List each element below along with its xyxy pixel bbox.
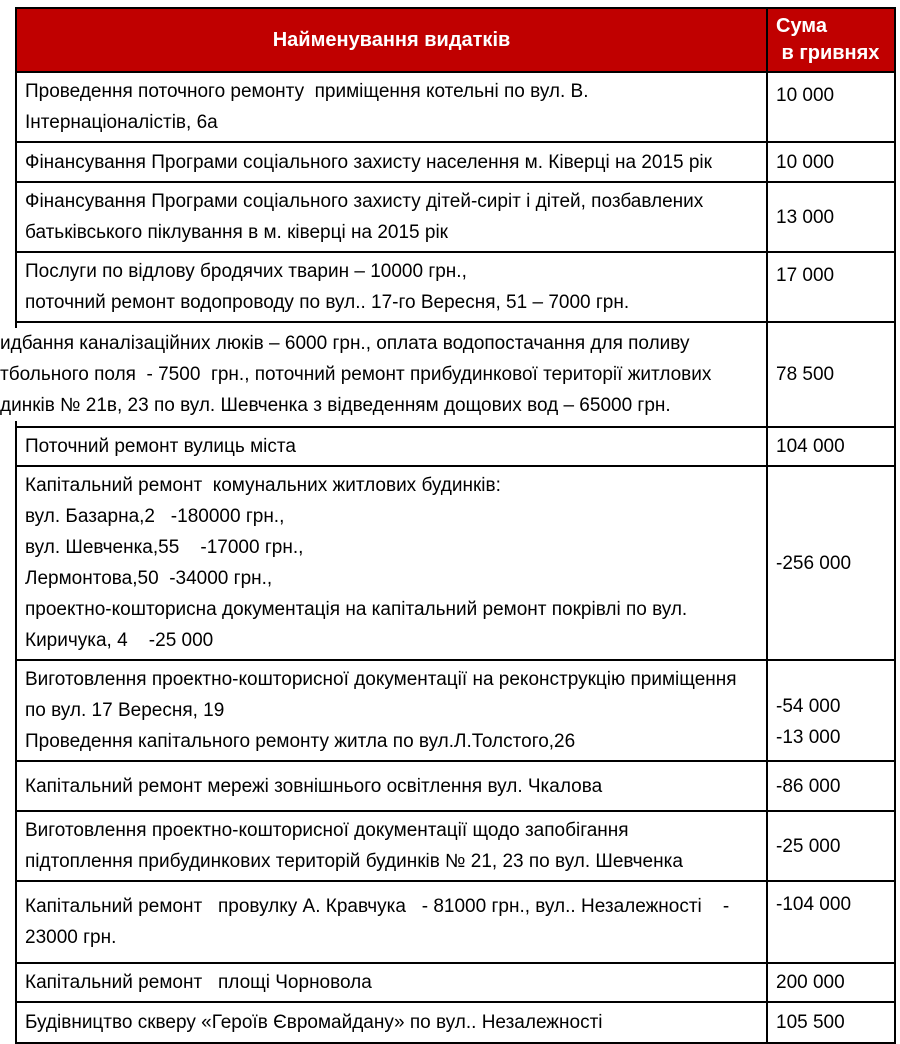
- amount-value: 104 000: [776, 436, 845, 457]
- amount-cell: 105 500: [766, 1001, 896, 1044]
- expenditure-name-cell: идбання каналізаційних люків – 6000 грн.…: [0, 321, 768, 428]
- header-row: Найменування видатків Сума в гривнях: [15, 7, 896, 73]
- table-row: Виготовлення проектно-кошторисної докуме…: [15, 810, 896, 882]
- expenditure-name-cell: Капітальний ремонт мережі зовнішнього ос…: [15, 760, 768, 812]
- expenditure-name: Капітальний ремонт провулку А. Кравчука …: [25, 896, 730, 948]
- amount-cell: -256 000: [766, 465, 896, 661]
- table-body: Проведення поточного ремонту приміщення …: [0, 71, 896, 1044]
- table-row: Виготовлення проектно-кошторисної докуме…: [15, 659, 896, 762]
- amount-cell: -25 000: [766, 810, 896, 882]
- expenditure-name: Поточний ремонт вулиць міста: [25, 436, 296, 457]
- expenditure-name-cell: Послуги по відлову бродячих тварин – 100…: [15, 251, 768, 323]
- amount-value: 10 000: [776, 151, 835, 173]
- table-row: Капітальний ремонт площі Чорновола 200 00…: [15, 962, 896, 1003]
- amount-value: 105 500: [776, 1012, 845, 1033]
- amount-value: 17 000: [776, 265, 835, 286]
- column-header-name: Найменування видатків: [15, 7, 768, 73]
- expenditure-name: идбання каналізаційних люків – 6000 грн.…: [0, 328, 760, 421]
- amount-value: -256 000: [776, 552, 852, 574]
- expenditure-name-cell: Капітальний ремонт комунальних житлових …: [15, 465, 768, 661]
- amount-cell: 10 000: [766, 71, 896, 143]
- expenditure-name-cell: Будівництво скверу «Героїв Євромайдану» …: [15, 1001, 768, 1044]
- expenditure-name-cell: Капітальний ремонт площі Чорновола: [15, 962, 768, 1003]
- amount-value: 13 000: [776, 206, 835, 228]
- table-row: Поточний ремонт вулиць міста 104 000: [15, 426, 896, 467]
- expenditure-name: Будівництво скверу «Героїв Євромайдану» …: [25, 1012, 603, 1033]
- expenditure-name: Проведення поточного ремонту приміщення …: [25, 81, 589, 133]
- amount-value: 78 500: [776, 364, 835, 385]
- expenditure-name: Капітальний ремонт мережі зовнішнього ос…: [25, 775, 603, 797]
- amount-value: 10 000: [776, 85, 835, 106]
- amount-value: -104 000: [776, 894, 852, 915]
- expenditure-name: Фінансування Програми соціального захист…: [25, 151, 712, 173]
- expenditures-table: Найменування видатків Сума в гривнях Про…: [0, 7, 896, 1044]
- table-row: Капітальний ремонт комунальних житлових …: [15, 465, 896, 661]
- table-row: Будівництво скверу «Героїв Євромайдану» …: [15, 1001, 896, 1044]
- amount-cell: -86 000: [766, 760, 896, 812]
- expenditure-name-cell: Капітальний ремонт провулку А. Кравчука …: [15, 880, 768, 964]
- amount-cell: 200 000: [766, 962, 896, 1003]
- amount-value: -86 000: [776, 775, 841, 797]
- expenditure-name-cell: Виготовлення проектно-кошторисної докуме…: [15, 659, 768, 762]
- amount-value: 200 000: [776, 972, 845, 993]
- expenditure-name-cell: Фінансування Програми соціального захист…: [15, 141, 768, 183]
- expenditure-name-cell: Проведення поточного ремонту приміщення …: [15, 71, 768, 143]
- amount-cell: -104 000: [766, 880, 896, 964]
- expenditure-name: Послуги по відлову бродячих тварин – 100…: [25, 261, 630, 313]
- expenditure-name-cell: Поточний ремонт вулиць міста: [15, 426, 768, 467]
- expenditure-name-cell: Фінансування Програми соціального захист…: [15, 181, 768, 253]
- expenditure-name: Фінансування Програми соціального захист…: [25, 191, 704, 243]
- expenditure-name-cell: Виготовлення проектно-кошторисної докуме…: [15, 810, 768, 882]
- amount-cell: 13 000: [766, 181, 896, 253]
- amount-cell: -54 000 -13 000: [766, 659, 896, 762]
- expenditure-name: Капітальний ремонт площі Чорновола: [25, 972, 372, 993]
- amount-cell: 10 000: [766, 141, 896, 183]
- expenditure-name: Капітальний ремонт комунальних житлових …: [25, 475, 688, 651]
- amount-cell: 17 000: [766, 251, 896, 323]
- expenditure-name: Виготовлення проектно-кошторисної докуме…: [25, 669, 737, 752]
- amount-value: -54 000 -13 000: [776, 696, 841, 748]
- amount-cell: 78 500: [766, 321, 896, 428]
- table-row: Капітальний ремонт мережі зовнішнього ос…: [15, 760, 896, 812]
- expenditure-name: Виготовлення проектно-кошторисної докуме…: [25, 820, 683, 872]
- table-row: идбання каналізаційних люків – 6000 грн.…: [0, 321, 896, 428]
- table-row: Капітальний ремонт провулку А. Кравчука …: [15, 880, 896, 964]
- amount-value: -25 000: [776, 835, 841, 857]
- table-row: Фінансування Програми соціального захист…: [15, 181, 896, 253]
- table-row: Проведення поточного ремонту приміщення …: [15, 71, 896, 143]
- table-row: Фінансування Програми соціального захист…: [15, 141, 896, 183]
- column-header-amount: Сума в гривнях: [766, 7, 896, 73]
- table-row: Послуги по відлову бродячих тварин – 100…: [15, 251, 896, 323]
- amount-cell: 104 000: [766, 426, 896, 467]
